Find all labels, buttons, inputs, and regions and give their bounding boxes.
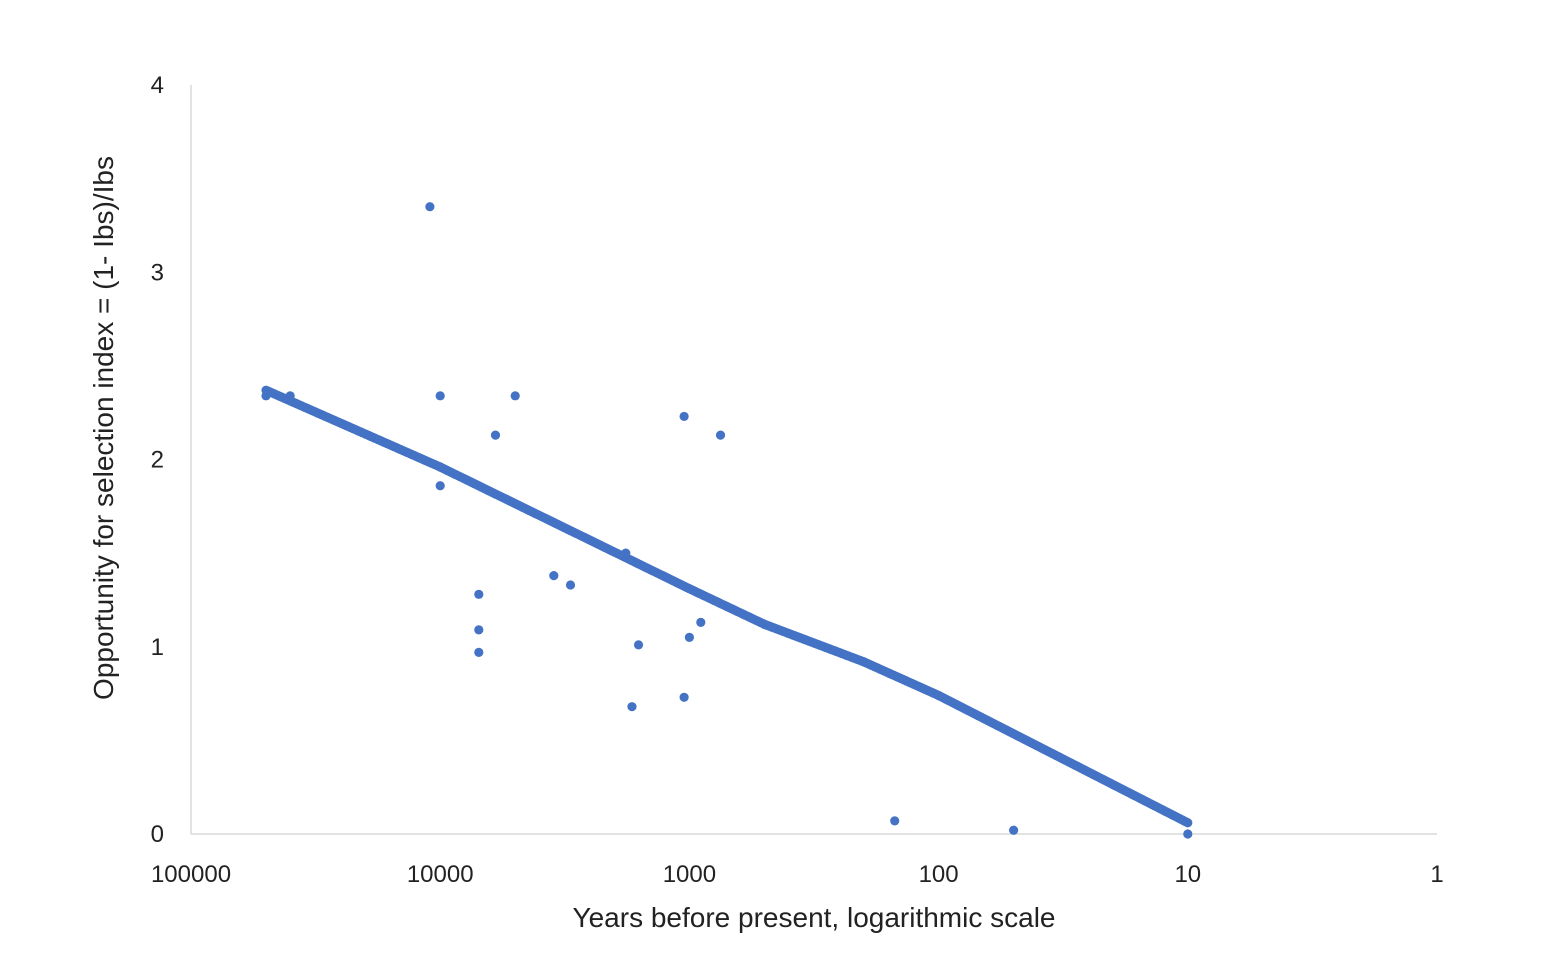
data-point — [565, 580, 576, 590]
trend-point — [1183, 818, 1193, 828]
x-tick-label: 10 — [1174, 861, 1201, 888]
x-tick-label: 1000 — [663, 861, 716, 888]
axes — [190, 85, 1437, 835]
data-point — [474, 589, 484, 599]
data-point — [435, 481, 445, 491]
data-point — [474, 625, 484, 635]
data-point — [1183, 829, 1193, 839]
data-point — [633, 640, 644, 650]
x-tick-label: 10000 — [407, 861, 474, 888]
x-axis-title: Years before present, logarithmic scale — [573, 902, 1056, 933]
data-point — [425, 202, 435, 212]
x-tick-label: 100 — [919, 861, 959, 888]
y-tick-label: 1 — [151, 634, 164, 661]
data-point — [285, 391, 295, 401]
data-point — [679, 411, 689, 422]
trend-points — [261, 385, 1193, 828]
y-tick-label: 4 — [151, 72, 164, 99]
data-point — [679, 692, 689, 702]
data-point — [1009, 825, 1019, 835]
data-point — [510, 391, 520, 401]
data-point — [474, 647, 484, 657]
y-tick-label: 3 — [151, 259, 164, 286]
data-point — [627, 702, 637, 712]
y-axis-title: Opportunity for selection index = (1- Ib… — [88, 156, 119, 700]
data-point — [621, 548, 631, 558]
x-tick-label: 100000 — [151, 861, 231, 888]
data-point — [549, 570, 559, 581]
data-point — [890, 816, 900, 826]
data-point — [715, 430, 726, 440]
data-points — [261, 202, 1193, 839]
data-point — [696, 617, 706, 628]
y-tick-label: 2 — [151, 447, 164, 474]
data-point — [435, 391, 445, 401]
data-point — [261, 391, 271, 401]
y-tick-label: 0 — [151, 821, 164, 848]
x-tick-label: 1 — [1430, 861, 1443, 888]
data-point — [684, 632, 695, 642]
data-point — [490, 430, 501, 440]
